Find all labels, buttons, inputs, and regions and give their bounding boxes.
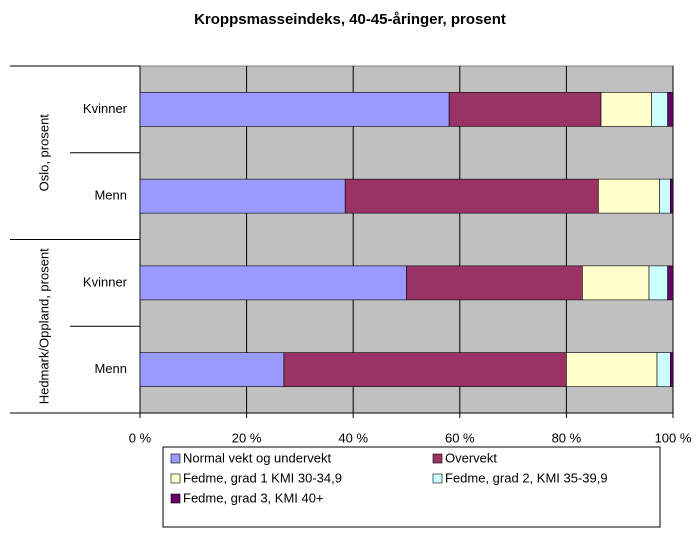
bar-segment bbox=[139, 352, 285, 387]
bar-segment bbox=[598, 178, 660, 214]
bar-segment bbox=[656, 352, 671, 387]
bar-segment bbox=[139, 265, 407, 301]
bar-segment bbox=[667, 92, 674, 127]
bar-segment bbox=[344, 178, 599, 214]
legend-label: Fedme, grad 2, KMI 35-39,9 bbox=[445, 470, 608, 485]
legend-swatch bbox=[432, 473, 443, 484]
bar-segment bbox=[139, 178, 346, 214]
legend-swatch bbox=[432, 453, 443, 464]
y-tick-label: Kvinner bbox=[83, 101, 128, 116]
y-tick-label: Menn bbox=[94, 188, 127, 203]
x-tick-label: 100 % bbox=[655, 430, 692, 445]
x-tick-label: 60 % bbox=[445, 430, 475, 445]
bar-segment bbox=[667, 265, 674, 301]
bar-segment bbox=[600, 92, 652, 127]
legend-label: Fedme, grad 1 KMI 30-34,9 bbox=[183, 470, 342, 485]
x-tick-label: 40 % bbox=[338, 430, 368, 445]
legend-label: Normal vekt og undervekt bbox=[183, 450, 332, 465]
bar-segment bbox=[659, 178, 671, 214]
y-tick-label: Kvinner bbox=[83, 274, 128, 289]
bar-segment bbox=[670, 352, 674, 387]
x-tick-label: 80 % bbox=[552, 430, 582, 445]
x-tick-label: 20 % bbox=[232, 430, 262, 445]
bar-segment bbox=[283, 352, 567, 387]
bar-segment bbox=[651, 92, 668, 127]
group-label: Hedmark/Oppland, prosent bbox=[36, 248, 51, 404]
bar-segment bbox=[670, 178, 674, 214]
bar-segment bbox=[448, 92, 602, 127]
legend-swatch bbox=[170, 453, 181, 464]
chart-title: Kroppsmasseindeks, 40-45-åringer, prosen… bbox=[194, 11, 506, 28]
group-label: Oslo, prosent bbox=[36, 114, 51, 192]
legend-box bbox=[162, 446, 661, 528]
legend-label: Fedme, grad 3, KMI 40+ bbox=[183, 490, 324, 505]
bar-segment bbox=[406, 265, 583, 301]
y-tick-label: Menn bbox=[94, 361, 127, 376]
legend-swatch bbox=[170, 473, 181, 484]
x-tick-label: 0 % bbox=[129, 430, 152, 445]
bar-segment bbox=[566, 352, 658, 387]
bar-segment bbox=[139, 92, 450, 127]
legend-label: Overvekt bbox=[445, 450, 497, 465]
bar-segment bbox=[582, 265, 650, 301]
bar-segment bbox=[648, 265, 668, 301]
legend-swatch bbox=[170, 493, 181, 504]
